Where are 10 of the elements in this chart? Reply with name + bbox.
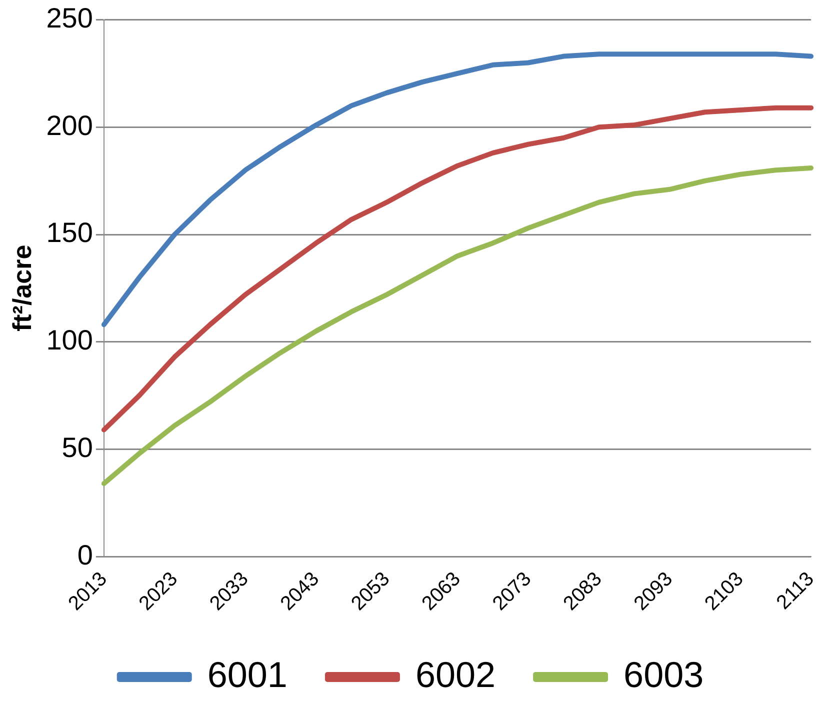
y-tick-label: 50 bbox=[62, 432, 93, 463]
legend-label: 6002 bbox=[415, 654, 496, 695]
y-tick-label: 150 bbox=[46, 217, 93, 248]
y-tick-label: 250 bbox=[46, 2, 93, 34]
y-axis-title: ft²/acre bbox=[6, 244, 37, 332]
legend-label: 6003 bbox=[624, 654, 704, 695]
y-tick-label: 100 bbox=[46, 324, 93, 356]
y-tick-label: 200 bbox=[46, 110, 93, 141]
y-tick-label: 0 bbox=[77, 539, 93, 570]
legend-label: 6001 bbox=[207, 654, 288, 695]
